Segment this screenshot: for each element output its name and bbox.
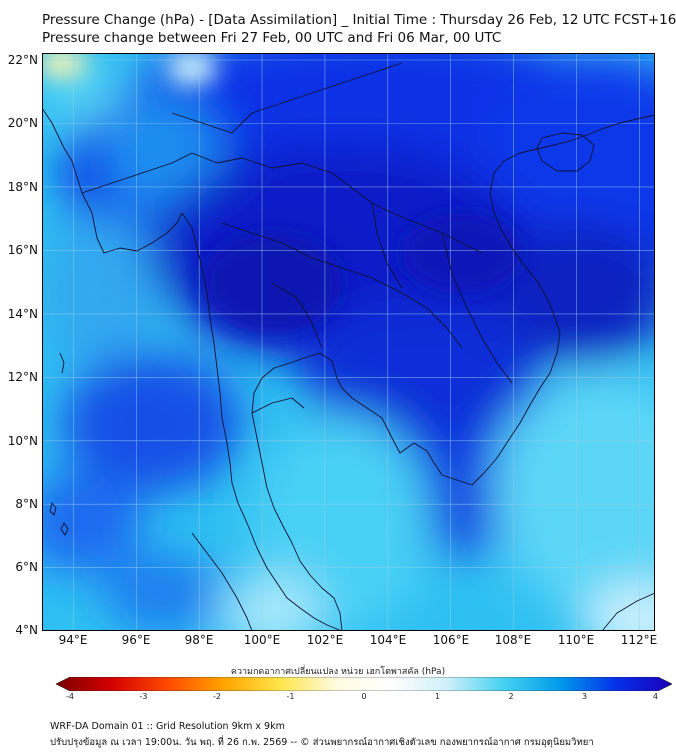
lon-tick-label: 112°E [620, 633, 658, 647]
lat-tick-label: 6°N [15, 560, 38, 574]
coastlines [42, 62, 655, 631]
colorbar-tick: -3 [139, 692, 148, 701]
lat-tick-label: 22°N [7, 53, 38, 67]
lon-tick-label: 104°E [369, 633, 407, 647]
colorbar-tick: -4 [66, 692, 74, 701]
map-subtitle: Pressure change between Fri 27 Feb, 00 U… [42, 30, 502, 46]
pressure-field [42, 53, 655, 631]
map-title: Pressure Change (hPa) - [Data Assimilati… [42, 12, 676, 28]
lon-tick-label: 110°E [557, 633, 595, 647]
colorbar-tick: -1 [286, 692, 295, 701]
lon-tick-label: 100°E [243, 633, 281, 647]
map-panel [42, 53, 655, 631]
lat-tick-label: 12°N [7, 370, 38, 384]
lon-tick-label: 106°E [432, 633, 470, 647]
footer-model-info: WRF-DA Domain 01 :: Grid Resolution 9km … [50, 721, 285, 732]
colorbar-title: ความกดอากาศเปลี่ยนแปลง หน่วย เฮกโตพาสคัล… [230, 667, 446, 677]
colorbar [56, 677, 672, 691]
lat-tick-label: 8°N [15, 497, 38, 511]
colorbar-tick: 3 [581, 692, 588, 701]
colorbar-tick: 1 [434, 692, 441, 701]
lat-tick-label: 18°N [7, 180, 38, 194]
lon-tick-label: 108°E [494, 633, 532, 647]
lon-tick-label: 102°E [306, 633, 344, 647]
lat-tick-label: 10°N [7, 434, 38, 448]
pressure-change-map [42, 53, 655, 631]
colorbar-body [56, 677, 672, 691]
lat-tick-label: 14°N [7, 307, 38, 321]
lon-tick-label: 94°E [58, 633, 88, 647]
colorbar-tick: -2 [213, 692, 221, 701]
map-frame [42, 53, 655, 631]
colorbar-tick: 2 [508, 692, 514, 701]
lat-tick-label: 20°N [7, 116, 38, 130]
lat-tick-label: 16°N [7, 243, 38, 257]
lat-tick-label: 4°N [15, 623, 38, 637]
lon-tick-label: 96°E [121, 633, 151, 647]
graticule [42, 53, 655, 631]
footer-credit: ปรับปรุงข้อมูล ณ เวลา 19:00น. วัน พฤ. ที… [50, 737, 594, 748]
colorbar-tick: 0 [361, 692, 367, 701]
colorbar-tick: 4 [652, 692, 658, 701]
lon-tick-label: 98°E [184, 633, 214, 647]
